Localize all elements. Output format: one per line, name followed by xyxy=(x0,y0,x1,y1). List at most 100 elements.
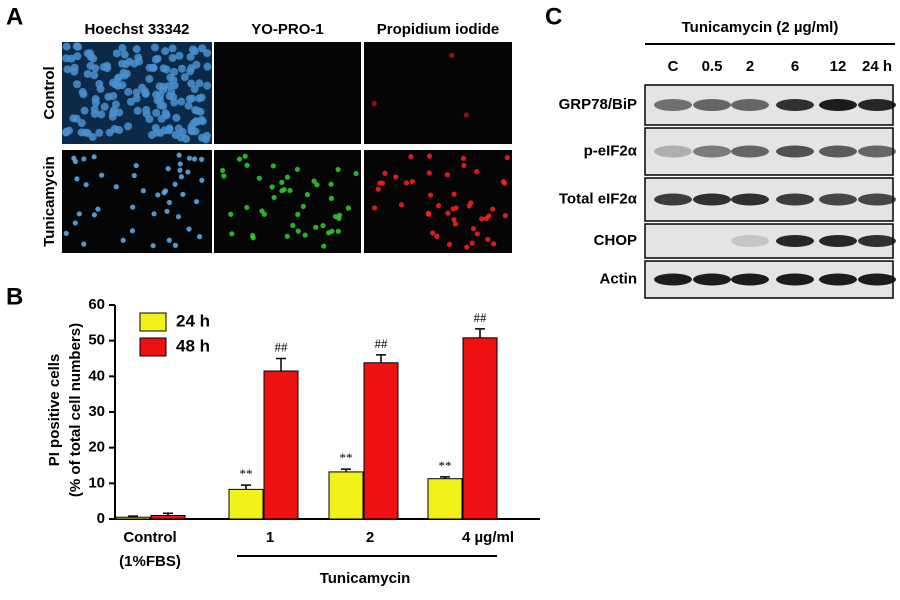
bar xyxy=(462,337,498,520)
cell xyxy=(427,192,434,198)
cell xyxy=(177,167,183,173)
cell xyxy=(426,170,432,176)
cell xyxy=(165,166,171,172)
cell xyxy=(168,54,177,63)
bar xyxy=(115,516,151,520)
cell xyxy=(197,93,206,102)
band xyxy=(693,193,731,206)
cell xyxy=(159,82,168,91)
cell xyxy=(250,235,256,241)
cell xyxy=(186,226,192,232)
band xyxy=(731,145,769,158)
cell xyxy=(86,61,95,70)
cell xyxy=(320,223,326,229)
cell xyxy=(504,154,510,161)
band xyxy=(693,99,731,111)
lane-label: C xyxy=(668,58,679,75)
cell xyxy=(175,214,182,220)
cell xyxy=(221,173,227,179)
cell xyxy=(294,166,300,172)
cell xyxy=(220,167,226,174)
cell xyxy=(90,71,99,80)
cell xyxy=(187,79,196,88)
cell xyxy=(62,54,71,63)
cell xyxy=(269,184,275,190)
cell xyxy=(371,101,377,107)
cell xyxy=(120,237,126,243)
band xyxy=(858,145,896,158)
cell xyxy=(138,83,147,92)
cell xyxy=(435,203,442,209)
cell xyxy=(403,180,409,186)
cell xyxy=(155,95,164,104)
cell xyxy=(430,230,436,236)
error-bar xyxy=(276,357,286,371)
cell xyxy=(177,161,183,167)
lane-label: 2 xyxy=(746,58,754,75)
cell xyxy=(345,205,352,211)
band xyxy=(776,145,814,158)
cell xyxy=(300,203,306,210)
cell xyxy=(172,181,178,187)
cell xyxy=(474,231,480,237)
cell xyxy=(81,241,87,247)
cell xyxy=(461,162,467,169)
cell xyxy=(195,79,204,88)
cell xyxy=(172,242,179,248)
band xyxy=(654,273,692,286)
cell xyxy=(382,170,388,176)
cell xyxy=(177,97,186,106)
cell xyxy=(132,88,141,97)
cell xyxy=(287,187,293,194)
significance-label: ## xyxy=(474,310,488,325)
cell xyxy=(73,80,82,89)
cell xyxy=(332,213,339,220)
band xyxy=(776,273,814,286)
cell xyxy=(156,101,165,110)
blot-header: Tunicamycin (2 µg/ml) xyxy=(682,19,839,36)
cell xyxy=(74,42,83,51)
cell xyxy=(99,172,105,178)
cell xyxy=(353,170,359,177)
cell xyxy=(151,123,160,132)
bar xyxy=(150,514,186,520)
cell xyxy=(104,92,113,101)
cell xyxy=(242,153,248,159)
cell xyxy=(335,166,341,173)
cell xyxy=(64,126,73,135)
cell xyxy=(90,105,99,114)
error-bar xyxy=(241,484,251,490)
y-tick-label: 60 xyxy=(88,296,105,313)
cell xyxy=(78,87,87,96)
cell xyxy=(72,220,78,226)
band xyxy=(776,235,814,247)
y-tick-label: 40 xyxy=(88,367,105,384)
cell xyxy=(304,192,310,198)
cell xyxy=(490,206,496,212)
cell xyxy=(197,133,206,142)
cell xyxy=(502,213,508,219)
band xyxy=(819,193,857,206)
cell xyxy=(145,63,154,72)
cell xyxy=(186,52,195,61)
significance-label: ## xyxy=(375,336,389,351)
error-bar xyxy=(341,468,351,472)
cell xyxy=(159,64,168,73)
bar xyxy=(363,362,399,520)
cell xyxy=(196,107,205,116)
cell xyxy=(111,80,120,89)
band xyxy=(731,193,769,206)
cell xyxy=(445,210,451,216)
band xyxy=(693,145,731,158)
y-tick-label: 50 xyxy=(88,332,105,349)
cell xyxy=(100,102,109,111)
cell xyxy=(185,169,191,175)
cell xyxy=(372,205,378,211)
cell xyxy=(150,43,159,52)
cell xyxy=(160,126,169,135)
lane-label: 6 xyxy=(791,58,799,75)
significance-label: ** xyxy=(340,450,353,465)
band xyxy=(858,99,896,111)
cell xyxy=(118,44,127,53)
y-axis-label: PI positive cells xyxy=(46,354,63,467)
